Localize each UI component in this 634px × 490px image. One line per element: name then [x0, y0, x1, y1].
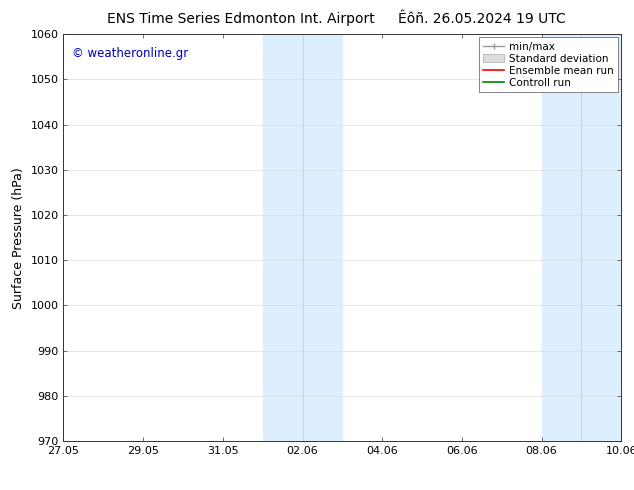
Text: © weatheronline.gr: © weatheronline.gr [72, 47, 188, 59]
Y-axis label: Surface Pressure (hPa): Surface Pressure (hPa) [12, 167, 25, 309]
Text: Êôñ. 26.05.2024 19 UTC: Êôñ. 26.05.2024 19 UTC [398, 12, 566, 26]
Bar [541, 34, 621, 441]
Legend: min/max, Standard deviation, Ensemble mean run, Controll run: min/max, Standard deviation, Ensemble me… [479, 37, 618, 92]
Text: ENS Time Series Edmonton Int. Airport: ENS Time Series Edmonton Int. Airport [107, 12, 375, 26]
Bar [262, 34, 342, 441]
